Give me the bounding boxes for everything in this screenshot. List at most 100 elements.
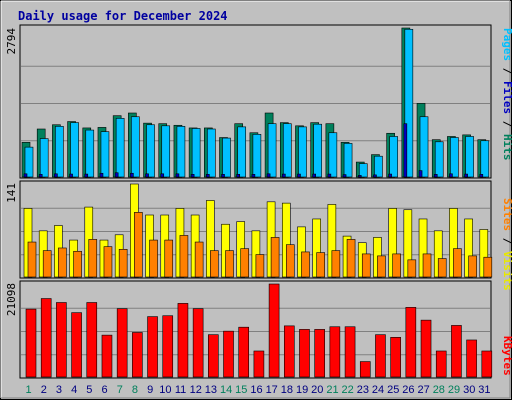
x-tick-label: 24 [372,384,384,396]
sites-bar [73,250,82,278]
pages-bar [175,173,180,178]
legend-entry: Hits [501,134,512,161]
sites-bar [346,239,356,278]
files-bar [374,155,383,178]
kbytes-bar [162,315,174,378]
pages-bar [357,175,362,178]
kbytes-bar [25,308,37,378]
x-tick-label: 9 [147,384,153,396]
sites-bar [468,255,477,278]
kbytes-bar [451,325,462,378]
files-bar [313,123,322,178]
files-bar [450,137,459,178]
kbytes-bar [390,337,401,378]
x-tick-label: 5 [86,384,92,396]
kbytes-bar [283,325,295,378]
pages-bar [266,173,271,178]
kbytes-bar [359,361,371,378]
files-bar [282,123,292,178]
x-tick-label: 8 [132,384,138,396]
files-bar [207,128,216,178]
x-tick-label: 22 [342,384,354,396]
kbytes-bar [71,312,82,378]
x-tick-label: 2 [41,384,47,396]
pages-bar [281,173,286,178]
kbytes-bar [405,307,417,378]
x-tick-label: 27 [418,384,430,396]
files-bar [55,126,64,178]
sites-bar [225,250,234,278]
files-bar [176,126,186,178]
pages-bar [251,174,256,178]
files-bar [85,129,95,178]
kbytes-bar [268,283,280,378]
pages-bar [114,172,119,178]
pages-bar [145,173,149,178]
pages-bar [190,174,195,178]
pages-bar [221,174,225,178]
pages-bar [130,172,134,178]
kbytes-bar [375,334,386,378]
x-tick-label: 26 [402,384,414,396]
x-tick-label: 18 [281,384,293,396]
pages-bar [373,174,377,178]
legend-entry: / [501,114,512,134]
sites-bar [270,237,280,278]
pages-bar [327,173,332,178]
x-tick-label: 30 [463,384,475,396]
sites-bar [210,250,219,278]
legend-entry: KBytes [501,336,512,376]
legend-entry: Files [501,81,512,114]
pages-bar [38,174,43,178]
x-tick-label: 17 [266,384,278,396]
x-tick-label: 13 [205,384,217,396]
kbytes-bar [40,298,52,378]
sites-bar [407,259,417,278]
kbytes-bar [192,308,204,378]
x-tick-label: 20 [311,384,323,396]
files-bar [100,131,110,178]
sites-bar [331,250,341,278]
files-bar [115,118,125,178]
kbytes-bar [314,329,325,378]
kbytes-bar [147,316,158,378]
kbytes-bar [132,332,143,378]
kbytes-bar [329,326,341,378]
files-bar [191,128,201,178]
kbytes-bar [466,339,477,378]
sites-bar [301,251,310,278]
sites-bar [103,246,113,278]
files-bar [222,137,231,178]
kbytes-legend: KBytes [501,336,512,376]
kbytes-ymax-label: 21098 [5,283,18,316]
visits-legend: Sites / Visits [501,198,512,291]
kbytes-bar [435,350,447,378]
files-bar [298,126,307,178]
hits-ymax-label: 2794 [5,28,18,55]
sites-bar [134,212,143,278]
x-tick-label: 6 [102,384,108,396]
files-bar [480,140,490,178]
sites-bar [453,248,462,278]
files-bar [404,28,414,178]
x-tick-label: 29 [448,384,460,396]
kbytes-bar [86,302,98,378]
chart-title: Daily usage for December 2024 [18,9,228,23]
pages-bar [312,173,316,178]
files-bar [237,126,247,178]
pages-bar [464,173,468,178]
kbytes-bar [116,308,128,378]
files-bar [328,132,338,178]
pages-bar [449,173,453,178]
x-tick-label: 1 [26,384,32,396]
kbytes-bar [223,330,234,378]
pages-bar [388,173,392,178]
kbytes-bar [344,326,356,378]
pages-bar [160,173,165,178]
sites-bar [179,235,189,278]
pages-bar [403,123,408,178]
kbytes-bar [56,302,67,378]
sites-bar [240,248,250,278]
x-tick-label: 11 [175,384,186,396]
